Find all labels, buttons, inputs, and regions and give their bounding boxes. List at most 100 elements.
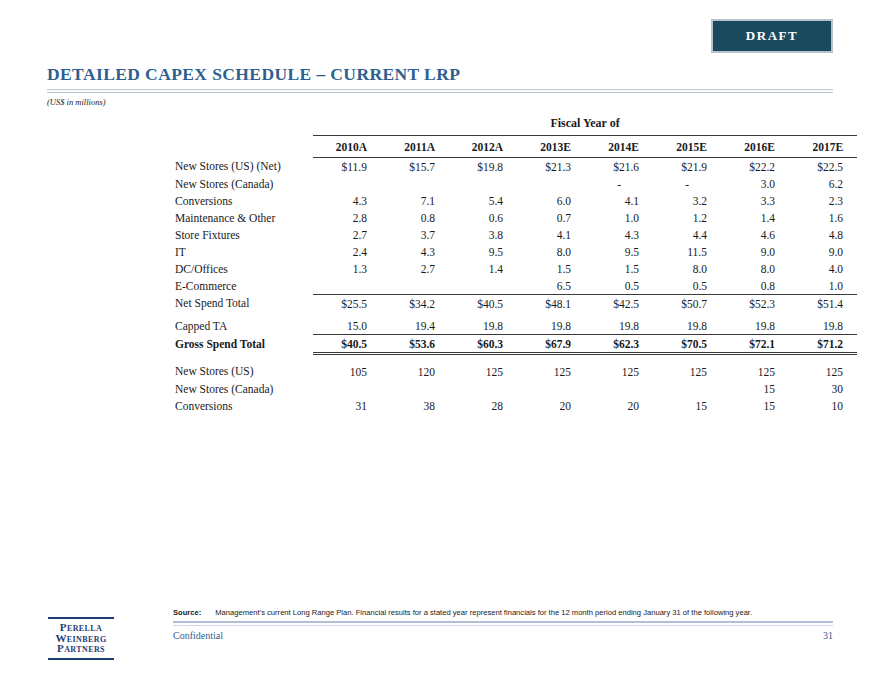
cell-value: 4.4: [653, 226, 721, 243]
row-label: New Stores (US): [175, 354, 313, 381]
cell-value: $21.3: [517, 158, 585, 176]
cell-value: 0.6: [449, 209, 517, 226]
cell-value: 9.0: [721, 243, 789, 260]
cell-value: 3.2: [653, 192, 721, 209]
cell-value: 15: [721, 380, 789, 397]
cell-value: 1.0: [789, 277, 857, 295]
column-header: 2017E: [789, 136, 857, 158]
cell-value: 105: [313, 354, 381, 381]
table-row: Conversions 4.3 7.1 5.4 6.0 4.1 3.2 3.3 …: [175, 192, 857, 209]
cell-value: 1.6: [789, 209, 857, 226]
table-row-net-spend-total: Net Spend Total $25.5 $34.2 $40.5 $48.1 …: [175, 295, 857, 313]
draft-badge-label: DRAFT: [746, 28, 798, 44]
table-row: Maintenance & Other 2.8 0.8 0.6 0.7 1.0 …: [175, 209, 857, 226]
cell-value: 19.8: [517, 312, 585, 335]
logo-line: Perella: [48, 622, 114, 633]
cell-value: 2.3: [789, 192, 857, 209]
cell-value: 19.8: [789, 312, 857, 335]
cell-value: 30: [789, 380, 857, 397]
cell-value: 31: [313, 397, 381, 414]
row-label: Gross Spend Total: [175, 335, 313, 354]
cell-value: 6.5: [517, 277, 585, 295]
cell-value: 3.0: [721, 175, 789, 192]
cell-value: 6.0: [517, 192, 585, 209]
units-note: (US$ in millions): [47, 97, 106, 107]
cell-value: -: [585, 175, 653, 192]
cell-value: $21.9: [653, 158, 721, 176]
cell-value: 125: [449, 354, 517, 381]
logo-line: Partners: [48, 643, 114, 654]
cell-value: 19.4: [381, 312, 449, 335]
source-label: Source:: [173, 608, 201, 617]
cell-value: 4.3: [381, 243, 449, 260]
cell-value: $50.7: [653, 295, 721, 313]
row-label: DC/Offices: [175, 260, 313, 277]
cell-value: $22.5: [789, 158, 857, 176]
row-label: New Stores (Canada): [175, 380, 313, 397]
perella-weinberg-partners-logo: Perella Weinberg Partners: [48, 617, 114, 660]
cell-value: 11.5: [653, 243, 721, 260]
table-row: Store Fixtures 2.7 3.7 3.8 4.1 4.3 4.4 4…: [175, 226, 857, 243]
cell-value: 4.3: [585, 226, 653, 243]
column-header: 2011A: [381, 136, 449, 158]
cell-value: 9.5: [449, 243, 517, 260]
cell-value: 15.0: [313, 312, 381, 335]
row-label: Conversions: [175, 192, 313, 209]
spacer-cell: [175, 113, 313, 136]
cell-value: $67.9: [517, 335, 585, 354]
cell-value: 125: [721, 354, 789, 381]
table-row: New Stores (US) 105 120 125 125 125 125 …: [175, 354, 857, 381]
cell-value: $40.5: [449, 295, 517, 313]
cell-value: 1.4: [721, 209, 789, 226]
cell-value: 0.5: [585, 277, 653, 295]
cell-value: 1.3: [313, 260, 381, 277]
table-row: E-Commerce 6.5 0.5 0.5 0.8 1.0: [175, 277, 857, 295]
title-divider: [47, 89, 833, 93]
cell-value: 120: [381, 354, 449, 381]
cell-value: [381, 277, 449, 295]
cell-value: -: [653, 175, 721, 192]
cell-value: 19.8: [449, 312, 517, 335]
cell-value: $42.5: [585, 295, 653, 313]
table-row-gross-spend-total: Gross Spend Total $40.5 $53.6 $60.3 $67.…: [175, 335, 857, 354]
page-title: DETAILED CAPEX SCHEDULE – CURRENT LRP: [47, 64, 807, 85]
confidential-label: Confidential: [173, 630, 223, 641]
cell-value: 8.0: [517, 243, 585, 260]
cell-value: 19.8: [721, 312, 789, 335]
table-row: New Stores (Canada) - - 3.0 6.2: [175, 175, 857, 192]
fiscal-year-group-header: Fiscal Year of: [313, 113, 857, 136]
source-text: Management’s current Long Range Plan. Fi…: [215, 608, 752, 617]
cell-value: 20: [585, 397, 653, 414]
cell-value: [381, 380, 449, 397]
table-row: New Stores (US) (Net) $11.9 $15.7 $19.8 …: [175, 158, 857, 176]
row-label: Capped TA: [175, 312, 313, 335]
cell-value: 15: [653, 397, 721, 414]
cell-value: $15.7: [381, 158, 449, 176]
cell-value: 1.2: [653, 209, 721, 226]
cell-value: $19.8: [449, 158, 517, 176]
draft-badge: DRAFT: [711, 19, 833, 53]
column-header: 2010A: [313, 136, 381, 158]
cell-value: 8.0: [653, 260, 721, 277]
row-label: IT: [175, 243, 313, 260]
cell-value: $21.6: [585, 158, 653, 176]
cell-value: 1.0: [585, 209, 653, 226]
row-label: Net Spend Total: [175, 295, 313, 313]
cell-value: 2.7: [313, 226, 381, 243]
cell-value: $48.1: [517, 295, 585, 313]
cell-value: [381, 175, 449, 192]
cell-value: [449, 380, 517, 397]
cell-value: 9.0: [789, 243, 857, 260]
cell-value: 38: [381, 397, 449, 414]
cell-value: [313, 277, 381, 295]
row-label: Maintenance & Other: [175, 209, 313, 226]
cell-value: [313, 175, 381, 192]
cell-value: $51.4: [789, 295, 857, 313]
cell-value: 125: [789, 354, 857, 381]
cell-value: [517, 380, 585, 397]
cell-value: $53.6: [381, 335, 449, 354]
cell-value: 7.1: [381, 192, 449, 209]
row-label: New Stores (US) (Net): [175, 158, 313, 176]
table-row: New Stores (Canada) 15 30: [175, 380, 857, 397]
row-label: Conversions: [175, 397, 313, 414]
